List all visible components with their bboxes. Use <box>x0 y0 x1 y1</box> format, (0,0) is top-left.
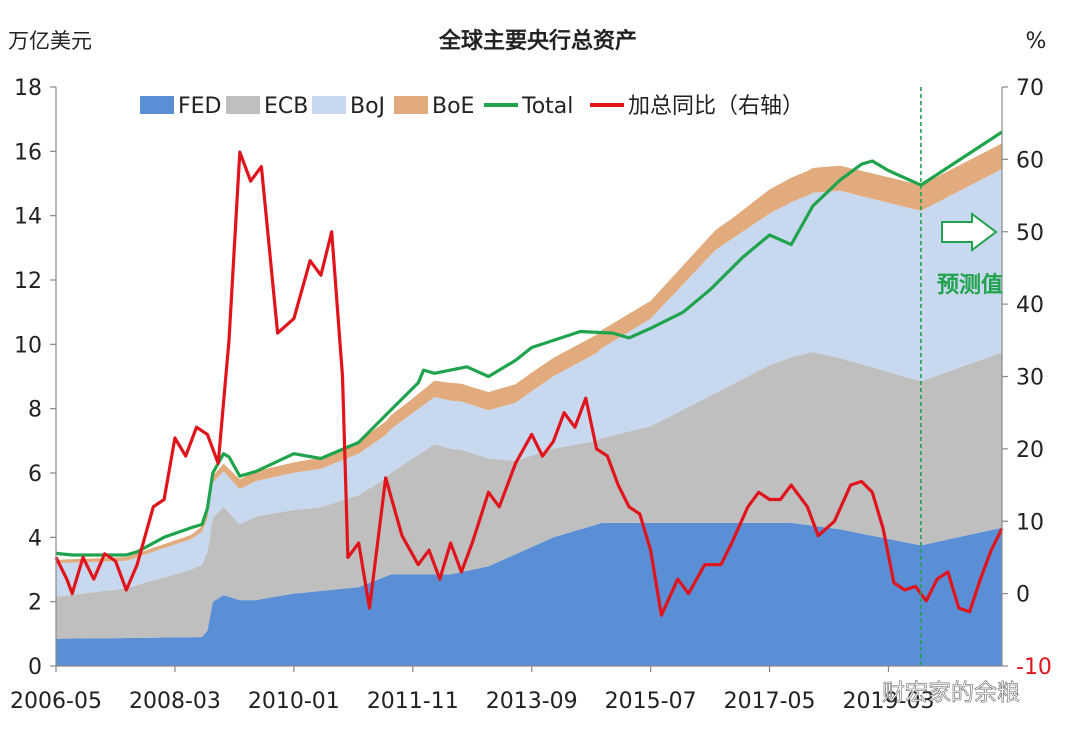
legend-label: BoE <box>432 94 474 119</box>
area-fed <box>56 522 1002 666</box>
forecast-arrow-icon <box>941 212 998 252</box>
right-tick-label: 60 <box>1016 148 1044 173</box>
left-tick-label: 16 <box>14 140 42 165</box>
left-tick-label: 14 <box>14 205 42 230</box>
x-tick-label: 2017-05 <box>724 689 816 714</box>
legend-label: FED <box>178 94 222 119</box>
legend-item-boe: BoE <box>394 94 474 119</box>
legend-label: ECB <box>264 94 308 119</box>
right-tick-label: 20 <box>1016 438 1044 463</box>
legend-item-yoy: 加总同比（右轴） <box>590 94 804 119</box>
right-tick-label: 0 <box>1016 583 1030 608</box>
legend-label: 加总同比（右轴） <box>628 94 804 119</box>
legend-item-ecb: ECB <box>226 94 308 119</box>
axes: 0 2 4 6 8 10 12 14 16 18 -10 0 10 20 30 40 50 60 70 2006-05… <box>10 76 1052 714</box>
legend-swatch <box>312 96 346 114</box>
x-tick-label: 2010-01 <box>248 689 340 714</box>
x-tick-label: 2006-05 <box>10 689 102 714</box>
x-tick-label: 2008-03 <box>129 689 221 714</box>
left-tick-label: 4 <box>28 526 42 551</box>
right-tick-label: 10 <box>1016 510 1044 535</box>
right-axis-unit: % <box>1026 29 1047 54</box>
left-tick-label: 8 <box>28 398 42 423</box>
legend-swatch <box>226 96 260 114</box>
left-tick-label: 12 <box>14 269 42 294</box>
legend-item-total: Total <box>484 94 573 119</box>
right-tick-label: 30 <box>1016 366 1044 391</box>
left-tick-label: 10 <box>14 333 42 358</box>
line-yoy <box>54 150 1004 617</box>
plot-area <box>54 130 1004 666</box>
right-tick-label: 70 <box>1016 76 1044 101</box>
annotations: 预测值 <box>920 87 1003 666</box>
area-boe <box>56 143 1002 564</box>
left-tick-label: 0 <box>28 655 42 680</box>
line-total <box>55 130 1003 557</box>
forecast-label: 预测值 <box>937 272 1003 298</box>
x-tick-label: 2013-09 <box>486 689 578 714</box>
right-tick-label: -10 <box>1016 655 1052 680</box>
legend-label: Total <box>521 94 573 119</box>
x-tick-label: 2011-11 <box>367 689 459 714</box>
left-tick-label: 6 <box>28 462 42 487</box>
left-tick-label: 18 <box>14 76 42 101</box>
legend-swatch <box>394 96 428 114</box>
legend-swatch <box>140 96 174 114</box>
legend-item-boj: BoJ <box>312 94 385 119</box>
x-tick-label: 2019-03 <box>843 689 935 714</box>
left-tick-label: 2 <box>28 591 42 616</box>
left-axis-unit: 万亿美元 <box>8 29 92 53</box>
area-ecb <box>56 352 1002 639</box>
x-tick-label: 2015-07 <box>605 689 697 714</box>
watermark: 财宏家的余粮 <box>882 680 1020 706</box>
legend: FED ECB BoJ BoE Total 加总同比（右轴） <box>140 94 804 119</box>
right-tick-label: 40 <box>1016 293 1044 318</box>
legend-item-fed: FED <box>140 94 222 119</box>
area-boj <box>56 169 1002 597</box>
legend-label: BoJ <box>350 94 385 119</box>
right-tick-label: 50 <box>1016 221 1044 246</box>
chart-title: 全球主要央行总资产 <box>438 28 637 54</box>
